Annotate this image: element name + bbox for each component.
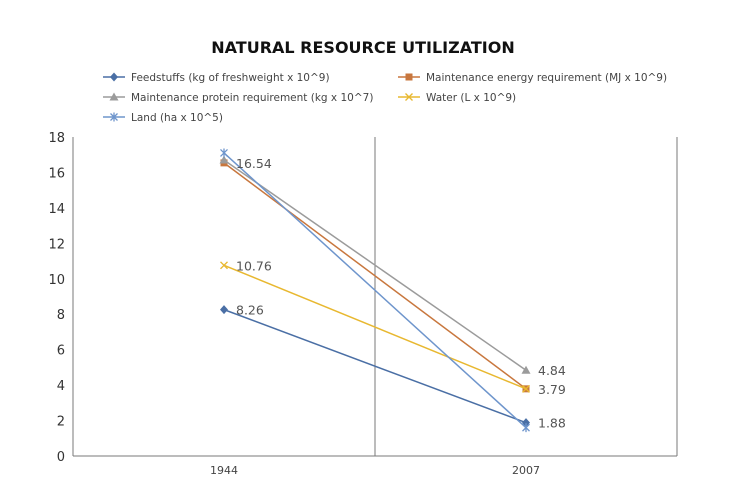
data-point xyxy=(220,261,228,270)
y-tick-label: 14 xyxy=(48,202,65,217)
series-line xyxy=(223,308,527,424)
y-tick-label: 0 xyxy=(57,450,65,465)
series-5 xyxy=(220,148,530,433)
legend-label: Maintenance protein requirement (kg x 10… xyxy=(131,92,373,104)
y-tick-label: 16 xyxy=(48,166,65,181)
legend-label: Maintenance energy requirement (MJ x 10^… xyxy=(426,72,667,84)
legend-label: Water (L x 10^9) xyxy=(426,92,516,104)
legend-marker-x xyxy=(405,93,413,101)
y-tick-label: 4 xyxy=(57,379,65,394)
x-category-label: 1944 xyxy=(210,464,238,477)
chart-axes: 0 2 4 6 8 10 12 14 16 18 1944 2007 xyxy=(48,131,678,477)
data-label: 4.84 xyxy=(538,363,566,378)
y-tick-label: 18 xyxy=(48,131,65,146)
chart-data-labels: 16.54 10.76 8.26 4.84 3.79 1.88 xyxy=(236,156,566,431)
y-tick-label: 12 xyxy=(48,237,65,252)
chart-title: NATURAL RESOURCE UTILIZATION xyxy=(211,38,514,57)
legend-marker-star xyxy=(110,112,118,122)
data-point xyxy=(220,148,228,158)
legend-marker-square xyxy=(405,73,413,81)
legend-item-5: Land (ha x 10^5) xyxy=(103,112,223,124)
legend-label: Feedstuffs (kg of freshweight x 10^9) xyxy=(131,72,330,84)
data-label: 16.54 xyxy=(236,156,272,171)
data-label: 1.88 xyxy=(538,416,566,431)
data-label: 8.26 xyxy=(236,303,264,318)
x-category-label: 2007 xyxy=(512,464,540,477)
data-label: 10.76 xyxy=(236,258,272,273)
chart-series xyxy=(219,148,531,433)
legend-marker-diamond xyxy=(110,72,118,82)
chart-legend: Feedstuffs (kg of freshweight x 10^9) Mai… xyxy=(103,72,667,124)
series-4 xyxy=(220,261,530,393)
series-line xyxy=(223,152,527,429)
legend-item-1: Feedstuffs (kg of freshweight x 10^9) xyxy=(103,72,330,84)
series-line xyxy=(223,162,527,390)
y-tick-label: 6 xyxy=(57,344,65,359)
data-point xyxy=(220,305,228,315)
data-point xyxy=(219,155,229,164)
data-point xyxy=(521,365,531,374)
data-point xyxy=(522,423,530,433)
series-line xyxy=(223,159,527,371)
legend-label: Land (ha x 10^5) xyxy=(131,112,223,124)
series-line xyxy=(223,264,527,390)
data-label: 3.79 xyxy=(538,382,566,397)
y-tick-label: 2 xyxy=(57,415,65,430)
y-tick-label: 10 xyxy=(48,273,65,288)
data-point xyxy=(522,384,530,393)
legend-item-3: Maintenance protein requirement (kg x 10… xyxy=(103,92,373,104)
legend-item-2: Maintenance energy requirement (MJ x 10^… xyxy=(398,72,667,84)
legend-item-4: Water (L x 10^9) xyxy=(398,92,516,104)
series-3 xyxy=(219,155,531,374)
legend-marker-triangle xyxy=(109,92,119,101)
y-tick-label: 8 xyxy=(57,308,65,323)
